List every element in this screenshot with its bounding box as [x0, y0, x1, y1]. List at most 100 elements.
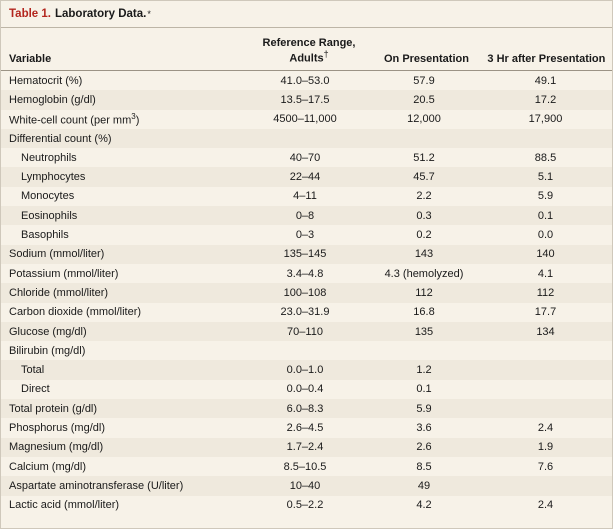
row-3hr-after: 2.4 [537, 499, 554, 512]
row-3hr-after: 49.1 [534, 74, 557, 87]
row-variable-label: Hematocrit (%) [9, 74, 83, 87]
table-row: Monocytes 4–11 2.2 5.9 [1, 187, 612, 206]
row-on-presentation: 135 [414, 325, 434, 338]
row-variable: Phosphorus (mg/dl) [1, 422, 241, 434]
reference-footnote-mark: † [323, 49, 329, 60]
row-on-presentation: 143 [414, 248, 434, 261]
row-reference-range: 22–44 [289, 171, 321, 184]
table-row: Direct 0.0–0.4 0.1 [1, 380, 612, 399]
table-title-text: Laboratory Data. [54, 8, 147, 20]
row-variable-superscript: 3 [131, 111, 136, 121]
row-variable-label: Sodium (mmol/liter) [9, 248, 105, 261]
title-footnote-mark: * [147, 9, 151, 19]
row-variable: Basophils [1, 229, 241, 241]
row-3hr-after: 5.1 [537, 171, 554, 184]
row-variable: Differential count (%) [1, 133, 241, 145]
row-variable-tail: ) [135, 114, 140, 127]
row-variable: Total [1, 364, 241, 376]
row-variable-label: Differential count (%) [9, 132, 112, 145]
table-row: Lymphocytes 22–44 45.7 5.1 [1, 167, 612, 187]
row-variable-label: Total [21, 364, 45, 377]
row-variable-label: Bilirubin (mg/dl) [9, 344, 86, 357]
row-on-presentation: 4.3 (hemolyzed) [384, 267, 464, 280]
table-header-row: Variable Reference Range, Adults† On Pre… [1, 28, 612, 71]
row-on-presentation: 0.3 [416, 209, 432, 222]
row-reference-range: 6.0–8.3 [286, 402, 324, 415]
row-on-presentation: 5.9 [416, 402, 432, 415]
row-variable: Chloride (mmol/liter) [1, 287, 241, 299]
table-row: Hemoglobin (g/dl) 13.5–17.5 20.5 17.2 [1, 90, 612, 110]
row-on-presentation: 20.5 [413, 93, 435, 106]
row-3hr-after: 0.0 [537, 229, 554, 242]
table-row: White-cell count (per mm3) 4500–11,000 12,… [1, 110, 612, 129]
table-row: Chloride (mmol/liter) 100–108 112 112 [1, 283, 612, 303]
row-3hr-after: 5.9 [537, 190, 554, 203]
row-on-presentation: 45.7 [413, 171, 435, 184]
row-on-presentation: 0.2 [416, 229, 432, 242]
row-variable: Lymphocytes [1, 171, 241, 183]
header-variable: Variable [9, 53, 52, 65]
table-row: Potassium (mmol/liter) 3.4–4.8 4.3 (hemoly… [1, 264, 612, 283]
table-row: Hematocrit (%) 41.0–53.0 57.9 49.1 [1, 71, 612, 90]
table-row: Eosinophils 0–8 0.3 0.1 [1, 206, 612, 226]
table-row: Sodium (mmol/liter) 135–145 143 140 [1, 244, 612, 264]
row-variable: Aspartate aminotransferase (U/liter) [1, 480, 241, 492]
row-variable-label: Aspartate aminotransferase (U/liter) [9, 479, 184, 492]
row-on-presentation: 2.2 [416, 190, 432, 203]
row-on-presentation: 49 [417, 479, 431, 492]
row-variable-label: Neutrophils [21, 151, 77, 164]
row-reference-range: 100–108 [283, 286, 327, 299]
row-variable: Hemoglobin (g/dl) [1, 94, 241, 106]
table-row: Differential count (%) [1, 128, 612, 149]
row-reference-range: 2.6–4.5 [286, 421, 324, 434]
row-3hr-after: 17.2 [534, 93, 557, 106]
row-variable: Glucose (mg/dl) [1, 326, 241, 338]
row-on-presentation: 0.1 [416, 383, 432, 396]
row-on-presentation: 16.8 [413, 306, 435, 319]
row-reference-range: 0.0–0.4 [286, 383, 324, 396]
row-variable-label: Chloride (mmol/liter) [9, 286, 109, 299]
row-on-presentation: 1.2 [416, 364, 432, 377]
table-row: Carbon dioxide (mmol/liter) 23.0–31.9 16.8… [1, 303, 612, 322]
row-reference-range: 0.5–2.2 [286, 499, 324, 512]
row-variable-label: Glucose (mg/dl) [9, 325, 87, 338]
row-reference-range: 3.4–4.8 [286, 267, 324, 280]
row-3hr-after: 134 [536, 325, 555, 338]
row-variable: Bilirubin (mg/dl) [1, 345, 241, 357]
table-row: Basophils 0–3 0.2 0.0 [1, 225, 612, 244]
row-variable-label: Phosphorus (mg/dl) [9, 421, 105, 434]
row-variable: White-cell count (per mm3) [1, 112, 241, 127]
row-variable: Sodium (mmol/liter) [1, 248, 241, 260]
row-on-presentation: 8.5 [416, 460, 432, 473]
row-variable: Direct [1, 383, 241, 395]
row-reference-range: 13.5–17.5 [280, 93, 330, 106]
row-on-presentation: 112 [415, 286, 433, 299]
row-3hr-after: 17.7 [534, 306, 557, 319]
table-number: Table 1. [9, 8, 51, 20]
row-variable: Eosinophils [1, 210, 241, 222]
row-reference-range: 135–145 [283, 248, 327, 261]
row-3hr-after: 17,900 [528, 113, 563, 126]
row-3hr-after: 4.1 [537, 267, 554, 280]
row-on-presentation: 4.2 [416, 499, 432, 512]
table-body: Hematocrit (%) 41.0–53.0 57.9 49.1 Hemoglobi… [1, 71, 612, 515]
row-reference-range: 70–110 [287, 325, 323, 338]
row-variable: Hematocrit (%) [1, 75, 241, 87]
table-row: Total protein (g/dl) 6.0–8.3 5.9 [1, 399, 612, 419]
header-reference-range: Reference Range, Adults† [246, 28, 372, 70]
table-row: Aspartate aminotransferase (U/liter) 10–4… [1, 476, 612, 496]
row-on-presentation: 51.2 [413, 151, 435, 164]
row-variable-label: Total protein (g/dl) [9, 402, 98, 415]
table-row: Phosphorus (mg/dl) 2.6–4.5 3.6 2.4 [1, 418, 612, 437]
row-on-presentation: 2.6 [416, 441, 432, 454]
row-variable-label: Lactic acid (mmol/liter) [9, 499, 120, 512]
row-variable-label: Calcium (mg/dl) [9, 460, 87, 473]
row-variable: Monocytes [1, 190, 241, 202]
row-variable: Carbon dioxide (mmol/liter) [1, 306, 241, 318]
row-reference-range: 0.0–1.0 [286, 364, 324, 377]
row-reference-range: 23.0–31.9 [280, 306, 330, 319]
header-3hr-after: 3 Hr after Presentation [487, 53, 606, 65]
row-3hr-after: 112 [536, 286, 555, 299]
row-reference-range: 40–70 [289, 151, 321, 164]
